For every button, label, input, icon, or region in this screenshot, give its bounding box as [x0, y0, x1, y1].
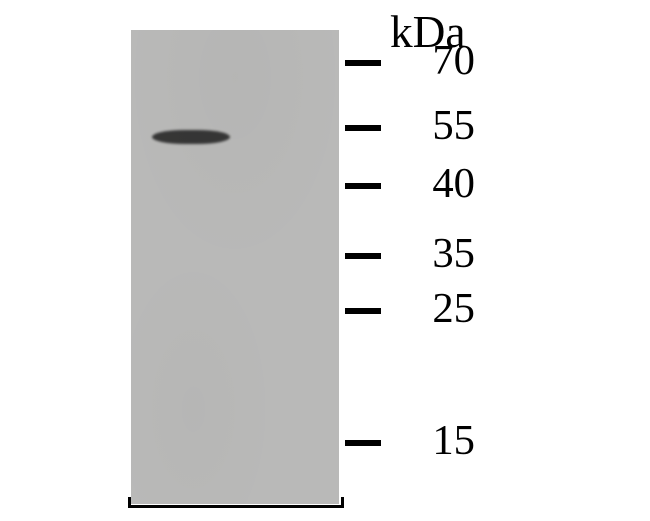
ladder-label: 15: [395, 416, 475, 465]
ladder-tick: [345, 125, 381, 131]
ladder-label: 25: [395, 284, 475, 333]
ladder-label: 40: [395, 159, 475, 208]
baseline-tick: [341, 497, 344, 507]
ladder-tick: [345, 183, 381, 189]
protein-band: [152, 130, 230, 144]
blot-lane: [131, 30, 339, 504]
ladder-label: 55: [395, 101, 475, 150]
lane-baseline: [128, 505, 344, 508]
western-blot-figure: kDa 705540352515: [0, 0, 650, 521]
ladder-label: 35: [395, 229, 475, 278]
ladder-label: 70: [395, 36, 475, 85]
ladder-tick: [345, 440, 381, 446]
baseline-tick: [128, 497, 131, 507]
ladder-tick: [345, 308, 381, 314]
ladder-tick: [345, 60, 381, 66]
ladder-tick: [345, 253, 381, 259]
